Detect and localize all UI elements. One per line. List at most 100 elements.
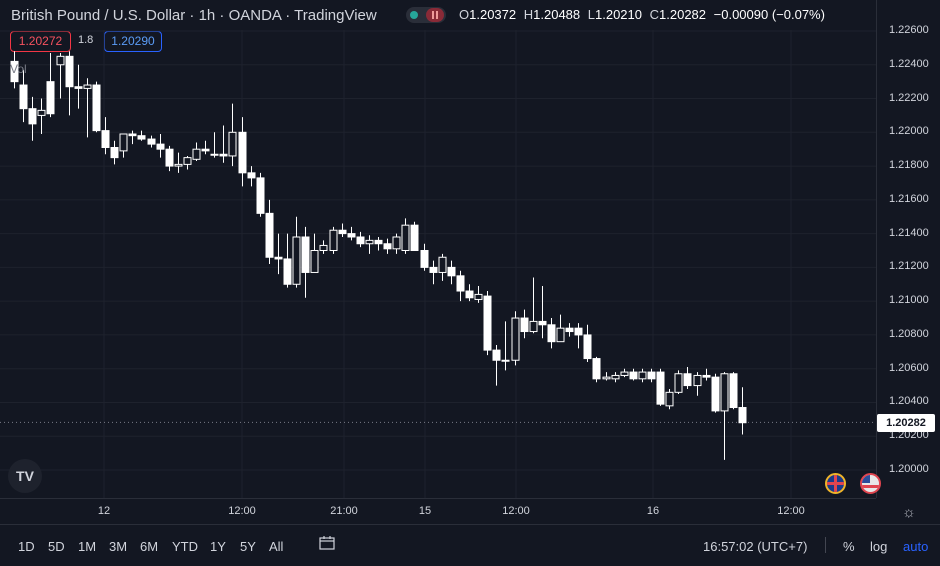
candle[interactable] bbox=[420, 243, 429, 271]
candle[interactable] bbox=[110, 140, 119, 165]
candle[interactable] bbox=[501, 321, 510, 371]
candle[interactable] bbox=[101, 117, 110, 155]
log-toggle[interactable]: log bbox=[870, 539, 888, 554]
candle[interactable] bbox=[356, 231, 365, 248]
candle[interactable] bbox=[492, 345, 501, 386]
candle[interactable] bbox=[683, 367, 692, 389]
candle[interactable] bbox=[611, 372, 620, 383]
candle[interactable] bbox=[228, 103, 237, 167]
candle[interactable] bbox=[329, 226, 338, 254]
candle[interactable] bbox=[638, 368, 647, 383]
candle[interactable] bbox=[447, 260, 456, 285]
candle[interactable] bbox=[83, 78, 92, 138]
range-button-ytd[interactable]: YTD bbox=[172, 539, 198, 554]
candle[interactable] bbox=[19, 69, 28, 123]
candle[interactable] bbox=[547, 318, 556, 349]
percent-toggle[interactable]: % bbox=[843, 539, 855, 554]
uk-flag-icon[interactable] bbox=[825, 473, 846, 494]
calendar-goto-icon[interactable] bbox=[319, 536, 335, 550]
candle[interactable] bbox=[374, 236, 383, 251]
candle[interactable] bbox=[28, 96, 37, 141]
candle[interactable] bbox=[693, 372, 702, 396]
candle[interactable] bbox=[56, 52, 65, 99]
candle[interactable] bbox=[574, 323, 583, 349]
candle[interactable] bbox=[201, 140, 210, 155]
candle[interactable] bbox=[219, 125, 228, 163]
candle[interactable] bbox=[37, 98, 46, 134]
candle[interactable] bbox=[365, 235, 374, 254]
candle[interactable] bbox=[338, 223, 347, 237]
candle[interactable] bbox=[301, 226, 310, 298]
candle[interactable] bbox=[456, 270, 465, 302]
candle[interactable] bbox=[46, 52, 55, 118]
candle[interactable] bbox=[119, 133, 128, 158]
candle[interactable] bbox=[538, 285, 547, 339]
candle[interactable] bbox=[438, 253, 447, 281]
us-flag-icon[interactable] bbox=[860, 473, 881, 494]
candle[interactable] bbox=[474, 285, 483, 303]
candle[interactable] bbox=[592, 356, 601, 383]
range-button-3m[interactable]: 3M bbox=[109, 539, 128, 554]
candle[interactable] bbox=[238, 117, 247, 187]
candle[interactable] bbox=[274, 233, 283, 275]
candle[interactable] bbox=[629, 368, 638, 381]
range-button-all[interactable]: All bbox=[269, 539, 284, 554]
candle[interactable] bbox=[165, 145, 174, 172]
candle[interactable] bbox=[310, 233, 319, 273]
candle[interactable] bbox=[347, 226, 356, 241]
candle[interactable] bbox=[702, 368, 711, 381]
candle[interactable] bbox=[602, 372, 611, 381]
candle[interactable] bbox=[128, 130, 137, 145]
range-button-6m[interactable]: 6M bbox=[140, 539, 159, 554]
candle[interactable] bbox=[511, 311, 520, 366]
candle[interactable] bbox=[529, 277, 538, 334]
range-button-1y[interactable]: 1Y bbox=[210, 539, 226, 554]
range-button-1d[interactable]: 1D bbox=[18, 539, 35, 554]
candle[interactable] bbox=[556, 314, 565, 343]
candle[interactable] bbox=[174, 152, 183, 173]
range-button-5y[interactable]: 5Y bbox=[240, 539, 256, 554]
candlestick-chart[interactable] bbox=[0, 30, 876, 498]
candle[interactable] bbox=[665, 388, 674, 410]
gear-icon[interactable]: ☼ bbox=[902, 504, 916, 521]
auto-toggle[interactable]: auto bbox=[903, 539, 929, 554]
tradingview-logo-icon[interactable]: TV bbox=[8, 459, 42, 493]
candle[interactable] bbox=[674, 370, 683, 395]
candle[interactable] bbox=[465, 284, 474, 302]
candle[interactable] bbox=[256, 172, 265, 217]
price-axis[interactable]: 1.22600 1.22400 1.22200 1.22000 1.21800 1.216… bbox=[876, 0, 940, 498]
candle[interactable] bbox=[711, 373, 720, 413]
symbol-title[interactable]: British Pound / U.S. Dollar · 1h · OANDA… bbox=[11, 7, 377, 24]
clock-time[interactable]: 16:57:02 (UTC+7) bbox=[703, 539, 808, 554]
candle[interactable] bbox=[156, 133, 165, 158]
candle[interactable] bbox=[183, 155, 192, 170]
candle[interactable] bbox=[565, 323, 574, 337]
candle[interactable] bbox=[283, 233, 292, 288]
candle[interactable] bbox=[65, 51, 74, 116]
candle[interactable] bbox=[401, 218, 410, 254]
candle[interactable] bbox=[392, 233, 401, 254]
candle[interactable] bbox=[520, 309, 529, 339]
candle[interactable] bbox=[10, 51, 19, 89]
candle[interactable] bbox=[647, 368, 656, 383]
candle[interactable] bbox=[247, 166, 256, 187]
candle[interactable] bbox=[137, 130, 146, 141]
candle[interactable] bbox=[620, 368, 629, 378]
candle[interactable] bbox=[319, 240, 328, 254]
candle[interactable] bbox=[483, 291, 492, 356]
candle[interactable] bbox=[383, 238, 392, 254]
range-button-1m[interactable]: 1M bbox=[78, 539, 97, 554]
candle[interactable] bbox=[429, 260, 438, 285]
candle[interactable] bbox=[410, 221, 419, 251]
candle[interactable] bbox=[729, 372, 738, 410]
time-axis[interactable]: 12 12:00 21:00 15 12:00 16 12:00 bbox=[0, 498, 876, 523]
candle[interactable] bbox=[92, 81, 101, 133]
candle[interactable] bbox=[583, 324, 592, 362]
candle[interactable] bbox=[656, 368, 665, 406]
market-status-indicator[interactable] bbox=[406, 7, 446, 23]
candle[interactable] bbox=[265, 199, 274, 265]
candle[interactable] bbox=[147, 135, 156, 148]
candle[interactable] bbox=[720, 372, 729, 460]
candle[interactable] bbox=[74, 64, 83, 109]
candle[interactable] bbox=[210, 132, 219, 158]
